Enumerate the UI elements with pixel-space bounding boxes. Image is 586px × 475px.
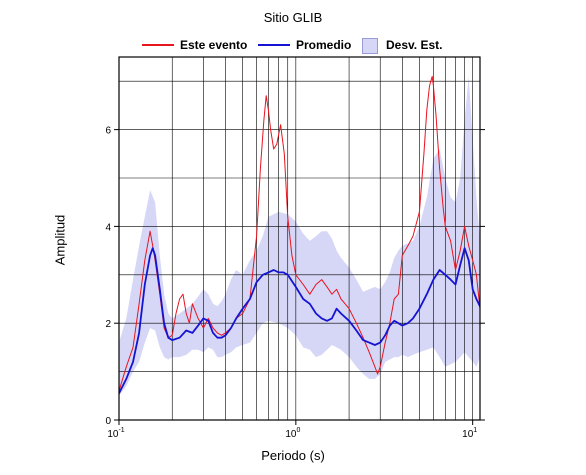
x-tick-label-exponent: 1 [473, 427, 477, 434]
y-tick-label: 6 [105, 126, 111, 137]
promedio-line [119, 247, 480, 394]
plot-frame [118, 56, 481, 421]
x-tick-label-exponent: 0 [296, 427, 300, 434]
legend-swatch-este-evento [142, 44, 174, 46]
y-tick-label: 2 [105, 319, 111, 330]
chart-title: Sitio GLIB [263, 10, 323, 25]
y-tick-label: 4 [105, 222, 111, 233]
x-tick-label-base: 10 [462, 429, 474, 440]
legend-swatch-promedio [258, 44, 290, 46]
std-dev-band [119, 76, 480, 396]
y-axis-label: Amplitud [52, 214, 68, 266]
x-tick-label-base: 10 [285, 429, 297, 440]
x-tick-label: 100 [285, 427, 300, 440]
legend-label-promedio: Promedio [296, 38, 352, 52]
x-axis-label: Periodo (s) [261, 448, 325, 463]
este-evento-line [119, 75, 480, 392]
legend-label-este-evento: Este evento [180, 38, 248, 52]
x-tick-label-exponent: -1 [118, 427, 124, 434]
legend-label-desv-est: Desv. Est. [386, 38, 443, 52]
x-tick-label: 101 [462, 427, 477, 440]
legend-swatch-desv-est [362, 38, 378, 54]
legend: Este evento Promedio Desv. Est. [0, 36, 586, 54]
x-tick-label-base: 10 [107, 429, 119, 440]
x-tick-label: 10-1 [107, 427, 124, 440]
y-tick-label: 0 [105, 416, 111, 427]
